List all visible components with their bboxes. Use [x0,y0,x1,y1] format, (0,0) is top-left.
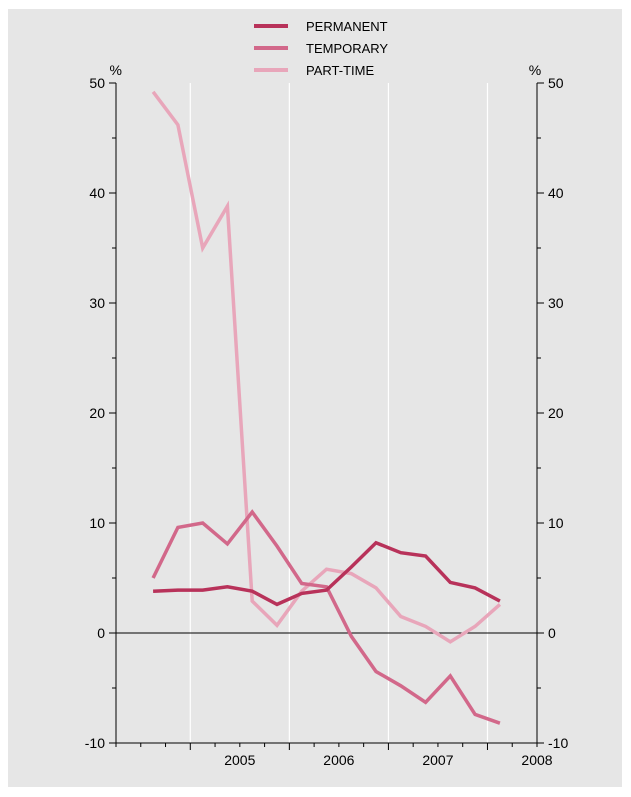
y-tick-label-left: 30 [89,295,105,311]
x-tick-label: 2007 [422,752,453,768]
x-tick-label: 2005 [224,752,255,768]
y-tick-label-left: 20 [89,405,105,421]
y-tick-label-right: 30 [548,295,564,311]
legend-label-part-time: PART-TIME [306,63,374,78]
y-tick-label-left: 0 [97,625,105,641]
line-chart: -10 -10 0 0 10 10 20 20 30 30 40 40 50 50% % 2005 2006 20… [85,19,569,768]
y-tick-label-right: 40 [548,185,564,201]
legend-label-permanent: PERMANENT [306,19,388,34]
y-tick-label-left: -10 [85,735,105,751]
x-tick-label: 2008 [521,752,552,768]
series-line-part-time [151,90,502,644]
y-tick-label-left: 10 [89,515,105,531]
y-tick-label-left: 50 [89,75,105,91]
legend-label-temporary: TEMPORARY [306,41,388,56]
series-line-permanent [153,540,501,607]
y-tick-label-right: 20 [548,405,564,421]
y-tick-label-right: 10 [548,515,564,531]
y-tick-label-left: 40 [89,185,105,201]
y-unit-left: % [110,62,122,78]
chart-panel: -10 -10 0 0 10 10 20 20 30 30 40 40 50 50%% 2005 2006 20… [8,9,622,787]
y-unit-right: % [529,62,541,78]
series-line-temporary [151,509,501,725]
y-tick-label-right: 0 [548,625,556,641]
y-tick-label-right: 50 [548,75,564,91]
x-tick-label: 2006 [323,752,354,768]
y-tick-label-right: -10 [548,735,568,751]
